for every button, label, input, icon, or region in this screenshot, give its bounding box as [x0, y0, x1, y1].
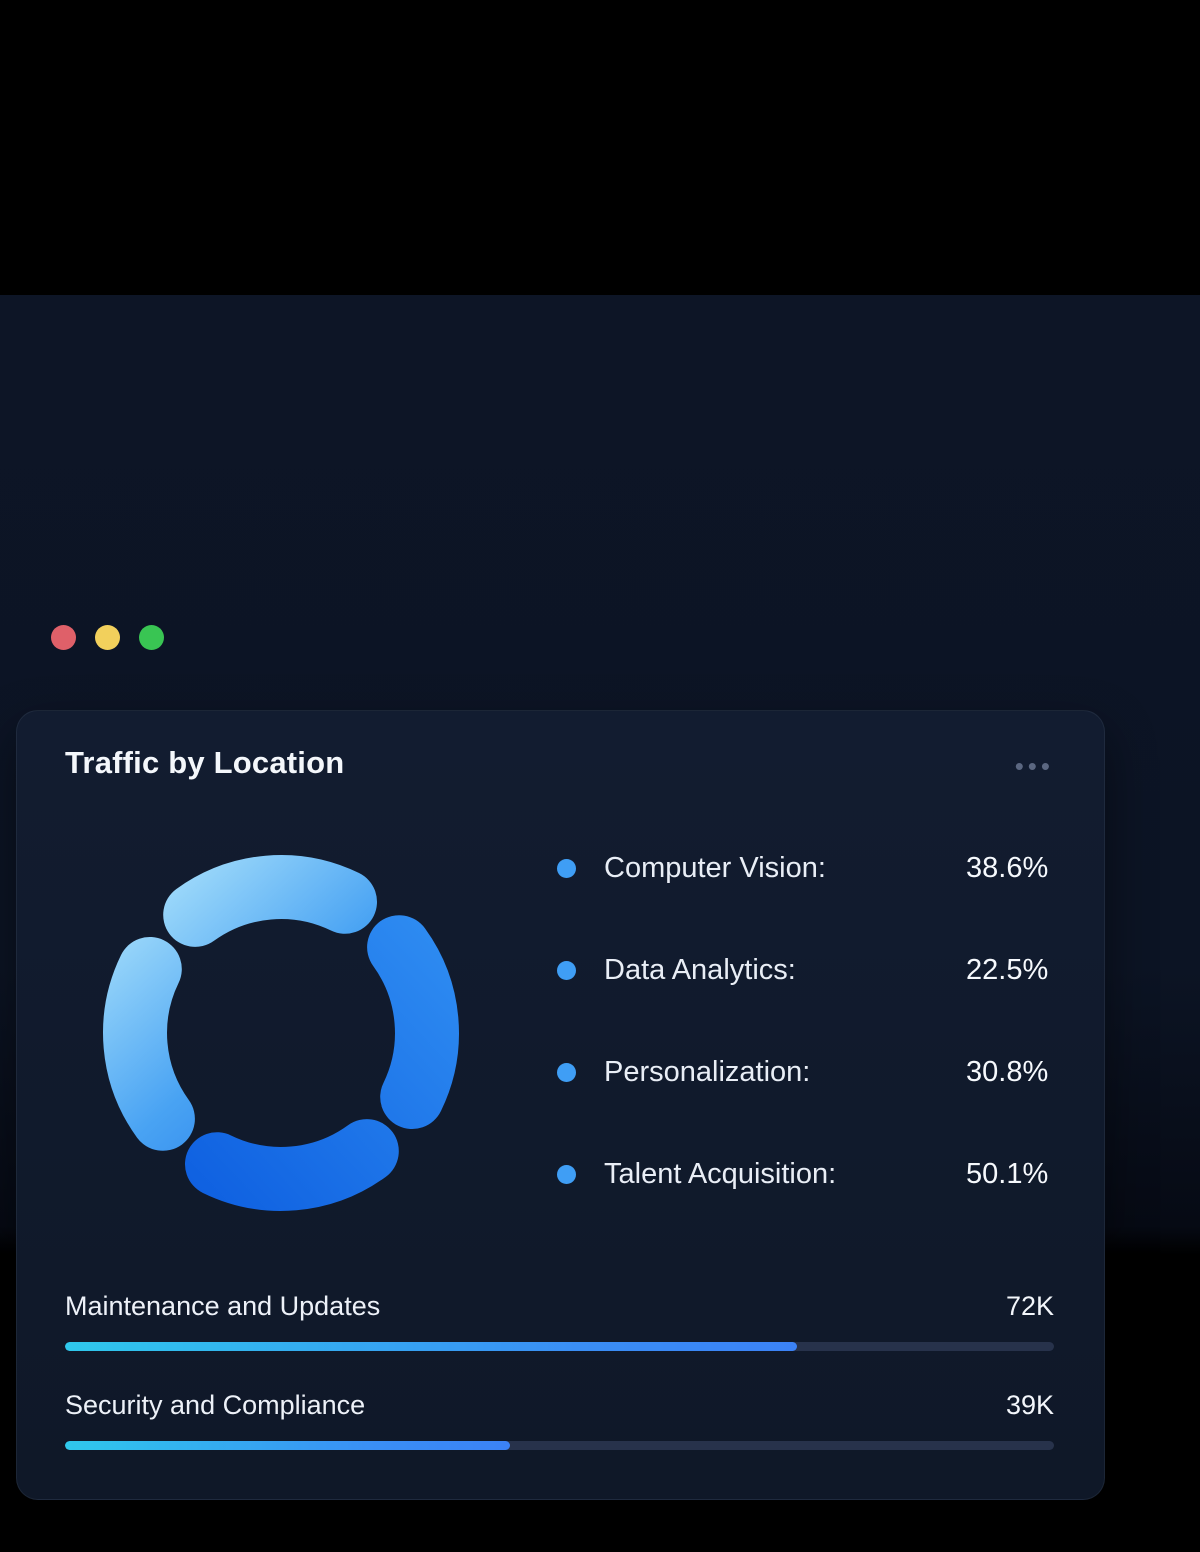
progress-fill	[65, 1441, 511, 1450]
app-window: Traffic by Location •••	[0, 295, 1200, 1500]
chart-legend: Computer Vision: 38.6% Data Analytics: 2…	[557, 847, 1056, 1195]
bar-security-and-compliance: Security and Compliance 39K	[65, 1390, 1054, 1450]
legend-item-computer-vision: Computer Vision: 38.6%	[557, 847, 1056, 889]
bar-maintenance-and-updates: Maintenance and Updates 72K	[65, 1291, 1054, 1351]
zoom-button[interactable]	[139, 625, 164, 650]
legend-label: Computer Vision:	[604, 851, 826, 884]
legend-item-personalization: Personalization: 30.8%	[557, 1051, 1056, 1093]
metric-bars: Maintenance and Updates 72K Security and…	[65, 1291, 1054, 1450]
page-title: Traffic by Location	[65, 745, 345, 780]
progress-fill	[65, 1342, 797, 1351]
legend-dot-icon	[557, 960, 576, 980]
window-controls	[51, 625, 164, 650]
legend-item-talent-acquisition: Talent Acquisition: 50.1%	[557, 1153, 1056, 1195]
bar-head: Security and Compliance 39K	[65, 1390, 1054, 1421]
card-header: Traffic by Location •••	[17, 711, 1104, 787]
progress-track	[65, 1441, 1054, 1450]
donut-chart	[91, 843, 471, 1223]
donut-segment-top	[163, 855, 377, 947]
legend-value: 22.5%	[966, 953, 1049, 986]
donut-segment-bottom	[185, 1119, 399, 1211]
bar-value: 39K	[1005, 1390, 1054, 1420]
progress-track	[65, 1342, 1054, 1351]
legend-dot-icon	[557, 1062, 576, 1082]
legend-dot-icon	[557, 858, 576, 878]
donut-segment-right	[367, 915, 459, 1129]
legend-value: 50.1%	[966, 1157, 1049, 1190]
bar-label: Security and Compliance	[65, 1390, 366, 1420]
legend-dot-icon	[557, 1164, 576, 1184]
legend-item-data-analytics: Data Analytics: 22.5%	[557, 949, 1056, 991]
legend-label: Talent Acquisition:	[604, 1157, 837, 1190]
legend-value: 30.8%	[966, 1055, 1049, 1088]
traffic-by-location-card: Traffic by Location •••	[16, 710, 1105, 1500]
chart-row: Computer Vision: 38.6% Data Analytics: 2…	[17, 843, 1104, 1223]
legend-label: Personalization:	[604, 1055, 811, 1088]
donut-chart-svg	[103, 855, 459, 1211]
bar-value: 72K	[1005, 1291, 1054, 1321]
legend-value: 38.6%	[966, 851, 1049, 884]
close-button[interactable]	[51, 625, 76, 650]
donut-segment-left	[103, 937, 195, 1151]
legend-label: Data Analytics:	[604, 953, 796, 986]
bar-head: Maintenance and Updates 72K	[65, 1291, 1054, 1322]
minimize-button[interactable]	[95, 625, 120, 650]
bar-label: Maintenance and Updates	[65, 1291, 381, 1321]
ellipsis-menu-icon[interactable]: •••	[1011, 745, 1058, 787]
